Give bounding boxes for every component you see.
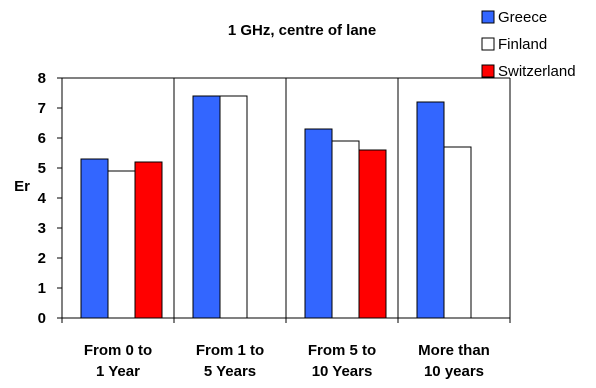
x-category-label: 10 years <box>424 363 484 380</box>
y-tick-label: 1 <box>38 280 46 297</box>
x-category-label: From 5 to <box>308 342 376 359</box>
bar-greece <box>304 128 333 319</box>
y-tick-label: 6 <box>38 130 46 147</box>
legend-swatch-greece <box>481 10 495 24</box>
bar-switzerland <box>134 161 163 319</box>
y-tick-label: 8 <box>38 70 46 87</box>
chart-title: 1 GHz, centre of lane <box>228 22 376 39</box>
x-category-label: From 1 to <box>196 342 264 359</box>
x-category-label: 1 Year <box>96 363 140 380</box>
legend-swatch-finland <box>481 37 495 51</box>
bar-finland <box>331 140 360 319</box>
x-category-label: From 0 to <box>84 342 152 359</box>
bar-switzerland <box>358 149 387 319</box>
y-tick-label: 5 <box>38 160 46 177</box>
legend: Greece Finland Switzerland <box>481 9 576 80</box>
legend-label-finland: Finland <box>498 36 547 53</box>
legend-swatch-switzerland <box>481 64 495 78</box>
y-tick-label: 0 <box>38 310 46 327</box>
x-category-label: More than <box>418 342 490 359</box>
bar-finland <box>107 170 136 319</box>
y-tick-label: 4 <box>38 190 47 207</box>
y-tick-label: 2 <box>38 250 46 267</box>
y-axis-label: Er <box>14 178 30 195</box>
y-tick-label: 7 <box>38 100 46 117</box>
bar-greece <box>80 158 109 319</box>
bar-finland <box>219 95 248 319</box>
bar-greece <box>192 95 221 319</box>
bar-finland <box>443 146 472 319</box>
bar-greece <box>416 101 445 319</box>
plot-area: 0 1 2 3 4 5 6 7 8 From 0 to 1 Year From 1 to 5 Years… <box>38 70 511 380</box>
x-category-label: 10 Years <box>312 363 373 380</box>
y-tick-label: 3 <box>38 220 46 237</box>
x-category-label: 5 Years <box>204 363 256 380</box>
legend-label-greece: Greece <box>498 9 547 26</box>
legend-label-switzerland: Switzerland <box>498 63 576 80</box>
